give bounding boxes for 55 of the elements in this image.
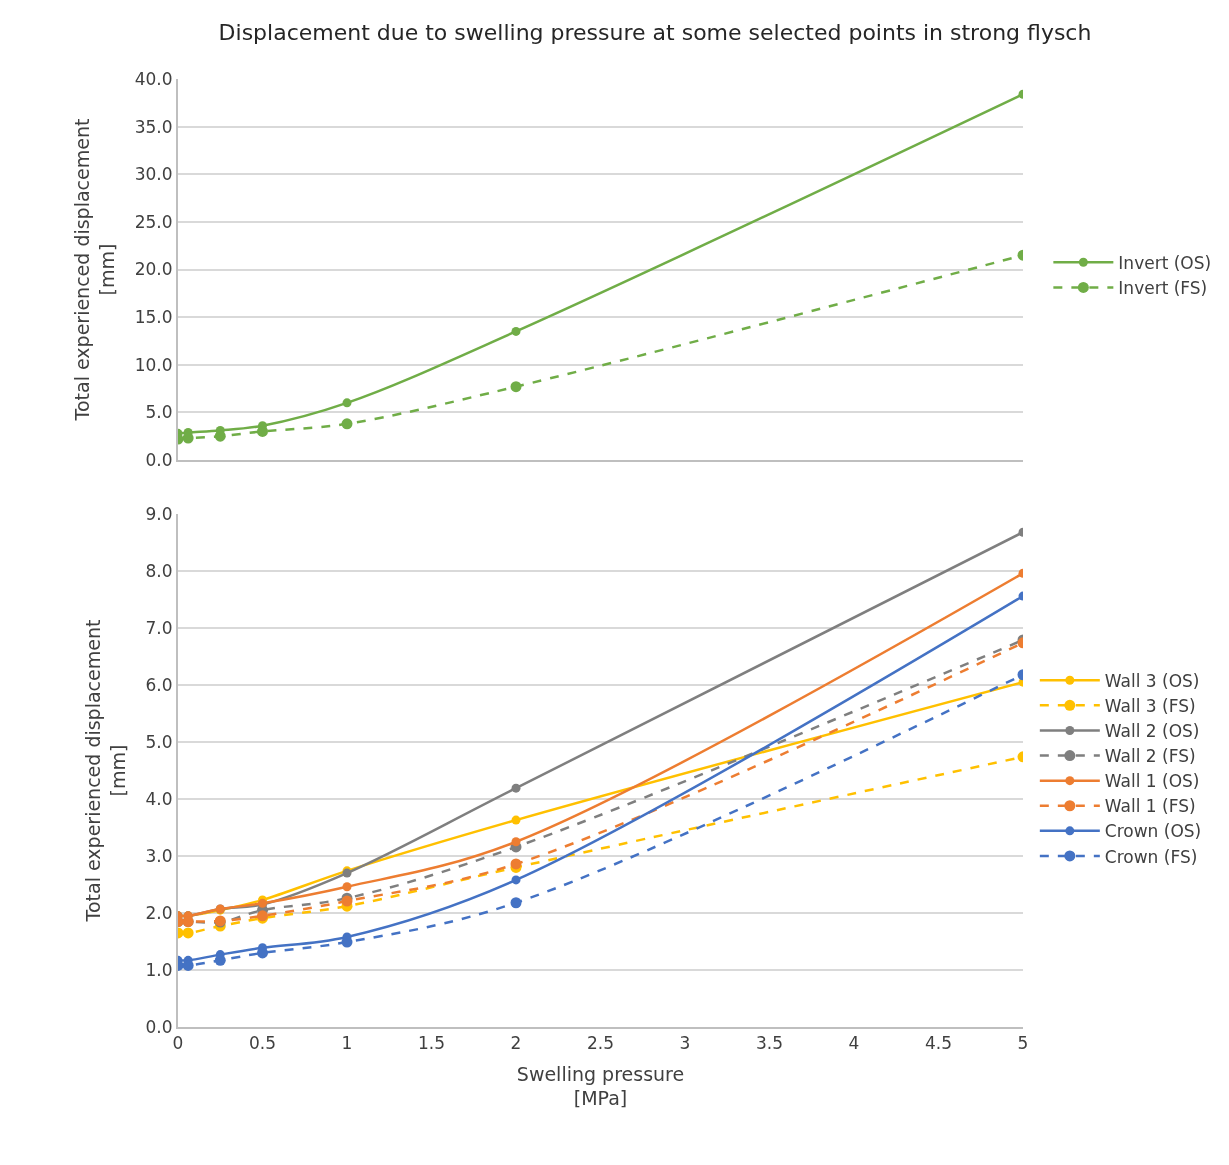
legend-label: Wall 3 (FS) [1104,695,1196,716]
legend-label: Wall 1 (OS) [1104,771,1200,792]
y-tick-label: 10.0 [134,354,173,375]
point [342,882,352,892]
x-tick-label: 1.5 [417,1033,446,1054]
y-tick-label: 25.0 [134,211,173,232]
y-tick-label: 5.0 [145,402,173,423]
legend-label: Invert (FS) [1118,278,1208,299]
x-tick-label: 0.5 [248,1033,277,1054]
legend-label: Wall 2 (OS) [1104,721,1200,742]
x-tick-label: 2.5 [586,1033,615,1054]
x-tick-label: 3.5 [755,1033,784,1054]
point [510,381,522,393]
x-tick-label: 3 [679,1033,691,1054]
x-axis-title: Swelling pressure [MPa] [516,1062,685,1110]
y-tick-label: 3.0 [145,845,173,866]
y-tick-label: 0.0 [145,1016,173,1037]
y-tick-label: 20.0 [134,259,173,280]
point [511,875,521,885]
legend-label: Crown (FS) [1104,846,1198,867]
y-tick-label: 7.0 [145,617,173,638]
point [511,815,521,825]
legend-label: Wall 2 (FS) [1104,746,1196,767]
y-axis-title: Total experienced displacement [mm] [82,619,129,923]
x-tick-label: 2 [510,1033,522,1054]
y-tick-label: 6.0 [145,674,173,695]
point [511,783,521,793]
y-tick-label: 8.0 [145,560,173,581]
y-tick-label: 2.0 [145,902,173,923]
y-tick-label: 9.0 [145,503,173,524]
y-tick-label: 0.0 [145,449,173,470]
point [511,837,521,847]
point [182,927,194,939]
point [511,326,521,336]
y-tick-label: 5.0 [145,731,173,752]
chart-title: Displacement due to swelling pressure at some selected points in strong flysch [218,19,1092,45]
point [510,897,522,909]
y-tick-label: 35.0 [134,116,173,137]
x-tick-label: 0 [172,1033,184,1054]
x-tick-label: 4.5 [924,1033,953,1054]
point [341,418,353,430]
legend-label: Invert (OS) [1118,252,1212,273]
y-tick-label: 4.0 [145,788,173,809]
legend-label: Wall 3 (OS) [1104,670,1200,691]
y-tick-label: 40.0 [134,68,173,89]
x-tick-label: 1 [341,1033,353,1054]
y-tick-label: 1.0 [145,959,173,980]
legend-label: Wall 1 (FS) [1104,796,1196,817]
y-tick-label: 30.0 [134,164,173,185]
x-tick-label: 5 [1017,1033,1029,1054]
x-tick-label: 4 [848,1033,860,1054]
legend-label: Crown (OS) [1104,821,1202,842]
y-tick-label: 15.0 [134,307,173,328]
y-axis-title: Total experienced displacement [mm] [71,118,119,422]
point [342,398,352,408]
